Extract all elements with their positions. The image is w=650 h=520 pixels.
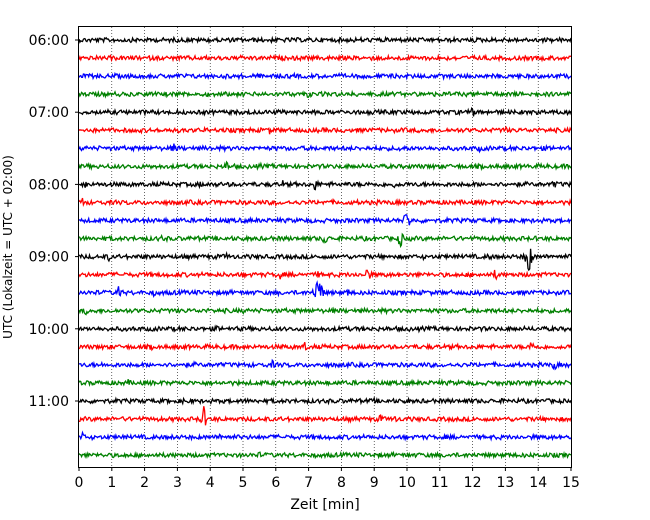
- trace-line: [78, 232, 572, 249]
- trace-line: [78, 248, 572, 272]
- y-tick-label: 09:00: [29, 250, 69, 266]
- x-tick-label: 8: [337, 475, 346, 491]
- vertical-grid-lines: [111, 27, 539, 467]
- trace-line: [78, 35, 572, 45]
- y-tick-label: 10:00: [29, 322, 69, 338]
- trace-line: [78, 358, 572, 371]
- trace-line: [78, 197, 572, 207]
- trace-line: [78, 89, 572, 99]
- x-tick-label: 1: [107, 475, 116, 491]
- trace-line: [78, 125, 572, 135]
- x-tick-label: 11: [431, 475, 449, 491]
- trace-line: [78, 106, 572, 118]
- trace-line: [79, 406, 572, 426]
- trace-line: [78, 143, 572, 154]
- x-tick-label: 14: [529, 475, 547, 491]
- plot-frame: [78, 26, 572, 468]
- x-axis-ticks: 0 1 2 3 4 5 6 7 8 9 10 11 12 13 14 15: [75, 467, 580, 491]
- trace-line: [78, 280, 572, 298]
- y-axis-label: UTC (Lokalzeit = UTC + 02:00): [1, 155, 15, 339]
- trace-line: [78, 179, 572, 191]
- trace-line: [78, 71, 572, 82]
- trace-line: [78, 450, 572, 460]
- x-tick-label: 4: [206, 475, 215, 491]
- trace-line: [78, 395, 572, 406]
- y-tick-label: 06:00: [29, 33, 69, 49]
- trace-lines: [78, 35, 572, 460]
- trace-line: [78, 378, 572, 388]
- trace-line: [78, 269, 572, 281]
- x-tick-label: 15: [562, 475, 580, 491]
- x-tick-label: 2: [140, 475, 149, 491]
- y-tick-label: 08:00: [29, 177, 69, 193]
- x-tick-label: 3: [173, 475, 182, 491]
- x-tick-label: 9: [370, 475, 379, 491]
- trace-line: [78, 214, 572, 226]
- x-axis-label: Zeit [min]: [290, 497, 359, 513]
- trace-line: [78, 430, 572, 442]
- trace-line: [78, 160, 572, 172]
- x-tick-label: 12: [464, 475, 482, 491]
- y-tick-label: 07:00: [29, 105, 69, 121]
- trace-line: [78, 53, 572, 63]
- x-tick-label: 13: [496, 475, 514, 491]
- x-tick-label: 10: [398, 475, 416, 491]
- x-tick-label: 7: [304, 475, 313, 491]
- y-axis-ticks: 06:00 07:00 08:00 09:00 10:00 11:00: [29, 33, 79, 410]
- trace-line: [78, 324, 572, 334]
- x-tick-label: 0: [75, 475, 84, 491]
- y-tick-label: 11:00: [29, 394, 69, 410]
- trace-line: [78, 341, 572, 352]
- x-tick-label: 5: [239, 475, 248, 491]
- trace-line: [78, 306, 572, 316]
- x-tick-label: 6: [271, 475, 280, 491]
